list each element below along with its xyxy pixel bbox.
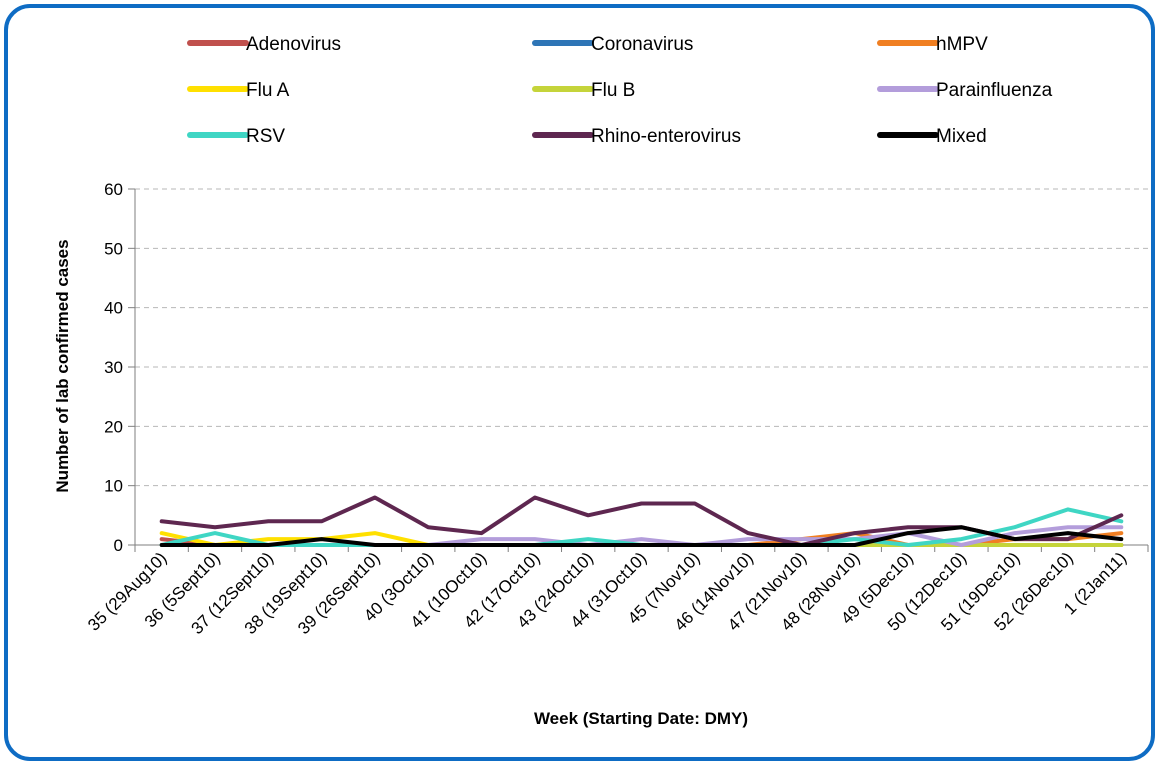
legend-label-flu-b: Flu B	[591, 80, 635, 101]
legend-label-coronavirus: Coronavirus	[591, 34, 693, 55]
y-tick-label: 60	[104, 180, 123, 199]
y-tick-label: 30	[104, 358, 123, 377]
legend: Adenovirus Coronavirus hMPV Flu A Flu B Parai…	[187, 34, 1053, 147]
legend-label-parainfluenza: Parainfluenza	[936, 80, 1053, 101]
y-tick-label: 20	[104, 417, 123, 436]
legend-label-adenovirus: Adenovirus	[246, 34, 341, 55]
chart-frame	[4, 4, 1155, 761]
legend-label-rhino-enterovirus: Rhino-enterovirus	[591, 126, 741, 147]
series-line-mixed	[159, 525, 1124, 547]
series-lines	[159, 495, 1124, 547]
axes	[134, 189, 1149, 552]
y-axis-label: Number of lab confirmed cases	[53, 239, 72, 492]
legend-label-flu-a: Flu A	[246, 80, 290, 101]
x-axis-label: Week (Starting Date: DMY)	[534, 709, 748, 728]
legend-label-hmpv: hMPV	[936, 34, 988, 55]
y-tick-label: 50	[104, 239, 123, 258]
y-tick-label: 0	[114, 536, 123, 555]
y-tick-labels: 0 10 20 30 40 50 60	[104, 180, 123, 555]
gridlines	[128, 188, 1148, 546]
x-tick-labels: 35 (29Aug10)36 (5Sept10)37 (12Sept10)38 …	[84, 548, 1130, 638]
legend-label-rsv: RSV	[246, 126, 285, 147]
y-tick-label: 10	[104, 477, 123, 496]
y-tick-label: 40	[104, 299, 123, 318]
legend-label-mixed: Mixed	[936, 126, 987, 147]
